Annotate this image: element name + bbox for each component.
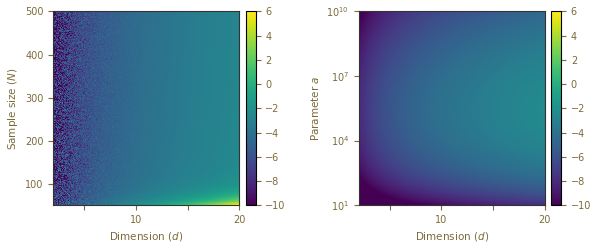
X-axis label: Dimension ($d$): Dimension ($d$) — [415, 230, 489, 244]
X-axis label: Dimension ($d$): Dimension ($d$) — [109, 230, 183, 244]
Y-axis label: Parameter $a$: Parameter $a$ — [309, 76, 321, 141]
Y-axis label: Sample size ($N$): Sample size ($N$) — [5, 67, 20, 150]
